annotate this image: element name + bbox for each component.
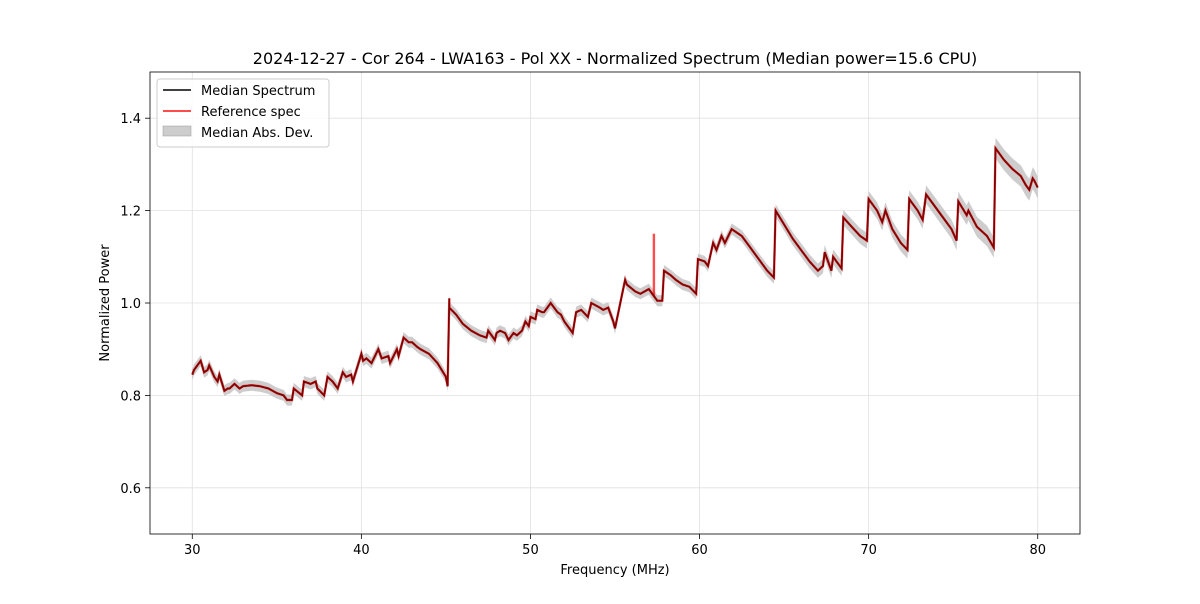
x-tick-label: 80 (1029, 543, 1046, 558)
legend-mad-swatch (162, 125, 192, 137)
x-axis-ticks: 30 40 50 60 70 80 (184, 534, 1046, 558)
y-axis-label: Normalized Power (98, 244, 113, 362)
x-tick-label: 50 (522, 543, 539, 558)
y-tick-label: 0.6 (120, 482, 141, 497)
x-tick-label: 60 (691, 543, 708, 558)
y-tick-label: 1.4 (120, 112, 141, 127)
x-tick-label: 40 (353, 543, 370, 558)
y-tick-label: 1.2 (120, 205, 141, 220)
x-tick-label: 30 (184, 543, 201, 558)
chart-title: 2024-12-27 - Cor 264 - LWA163 - Pol XX -… (253, 49, 977, 68)
legend: Median Spectrum Reference spec Median Ab… (156, 78, 330, 148)
legend-reference-label: Reference spec (201, 105, 301, 120)
overlap-line (191, 146, 1039, 401)
legend-mad-label: Median Abs. Dev. (201, 126, 313, 141)
y-tick-label: 0.8 (120, 389, 141, 404)
legend-box (156, 78, 330, 148)
x-axis-label: Frequency (MHz) (560, 563, 669, 578)
y-axis-ticks: 0.6 0.8 1.0 1.2 1.4 (120, 112, 150, 497)
y-tick-label: 1.0 (120, 297, 141, 312)
legend-median-label: Median Spectrum (201, 84, 315, 99)
x-tick-label: 70 (860, 543, 877, 558)
